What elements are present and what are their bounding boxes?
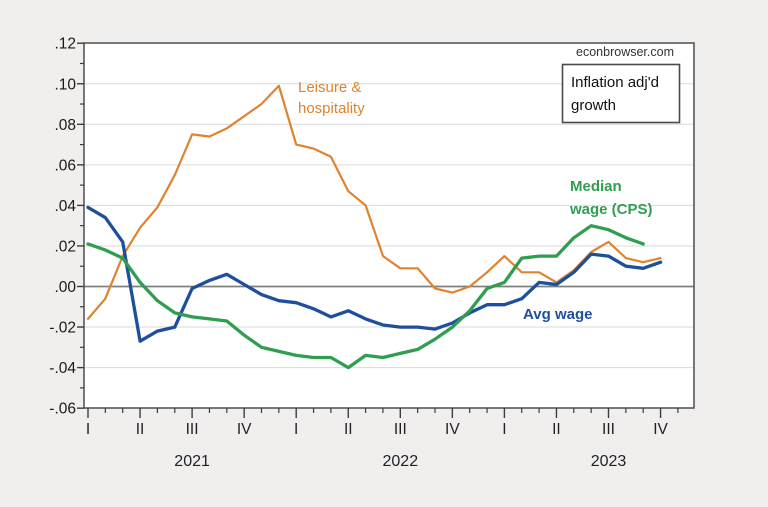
y-tick-label: .06 <box>54 157 76 174</box>
y-tick-label: .12 <box>54 36 76 53</box>
x-year-label: 2021 <box>174 453 210 470</box>
x-quarter-label: I <box>294 421 298 438</box>
x-quarter-label: II <box>344 421 353 438</box>
series-line-median-wage-cps <box>86 224 645 370</box>
y-tick-label: .10 <box>54 76 76 93</box>
y-tick-label: .00 <box>54 279 76 296</box>
x-quarter-label: IV <box>445 421 460 438</box>
x-quarter-label: III <box>602 421 615 438</box>
median-wage-label-line1: Median <box>570 178 622 195</box>
x-quarter-label: II <box>552 421 561 438</box>
x-quarter-label: II <box>136 421 145 438</box>
watermark-text: econbrowser.com <box>576 45 674 59</box>
leisure-hospitality-label-line2: hospitality <box>298 100 365 117</box>
y-tick-label: .04 <box>54 198 76 215</box>
info-box-line2: growth <box>571 97 616 114</box>
y-tick-label: -.06 <box>49 401 76 418</box>
series-line-leisure-hospitality <box>86 84 662 320</box>
x-quarter-label: I <box>86 421 90 438</box>
y-tick-label: -.04 <box>49 360 76 377</box>
x-quarter-label: IV <box>237 421 252 438</box>
axes: .12.10.08.06.04.02.00-.02-.04-.06I II III I… <box>49 36 695 470</box>
y-tick-label: -.02 <box>49 320 76 337</box>
x-quarter-label: III <box>394 421 407 438</box>
y-tick-label: .02 <box>54 238 76 255</box>
leisure-hospitality-label-line1: Leisure & <box>298 79 361 96</box>
median-wage-label-line2: wage (CPS) <box>569 201 653 218</box>
info-box: Inflation adj'd growth <box>561 63 681 124</box>
avg-wage-label: Avg wage <box>523 306 592 323</box>
series-lines <box>86 84 663 370</box>
series-line-avg-wage <box>86 205 663 343</box>
x-year-label: 2022 <box>383 453 419 470</box>
y-tick-label: .08 <box>54 117 76 134</box>
x-quarter-label: IV <box>653 421 668 438</box>
x-year-label: 2023 <box>591 453 627 470</box>
info-box-line1: Inflation adj'd <box>571 74 659 91</box>
x-quarter-label: I <box>502 421 506 438</box>
x-quarter-label: III <box>186 421 199 438</box>
info-box-frame <box>561 63 681 124</box>
